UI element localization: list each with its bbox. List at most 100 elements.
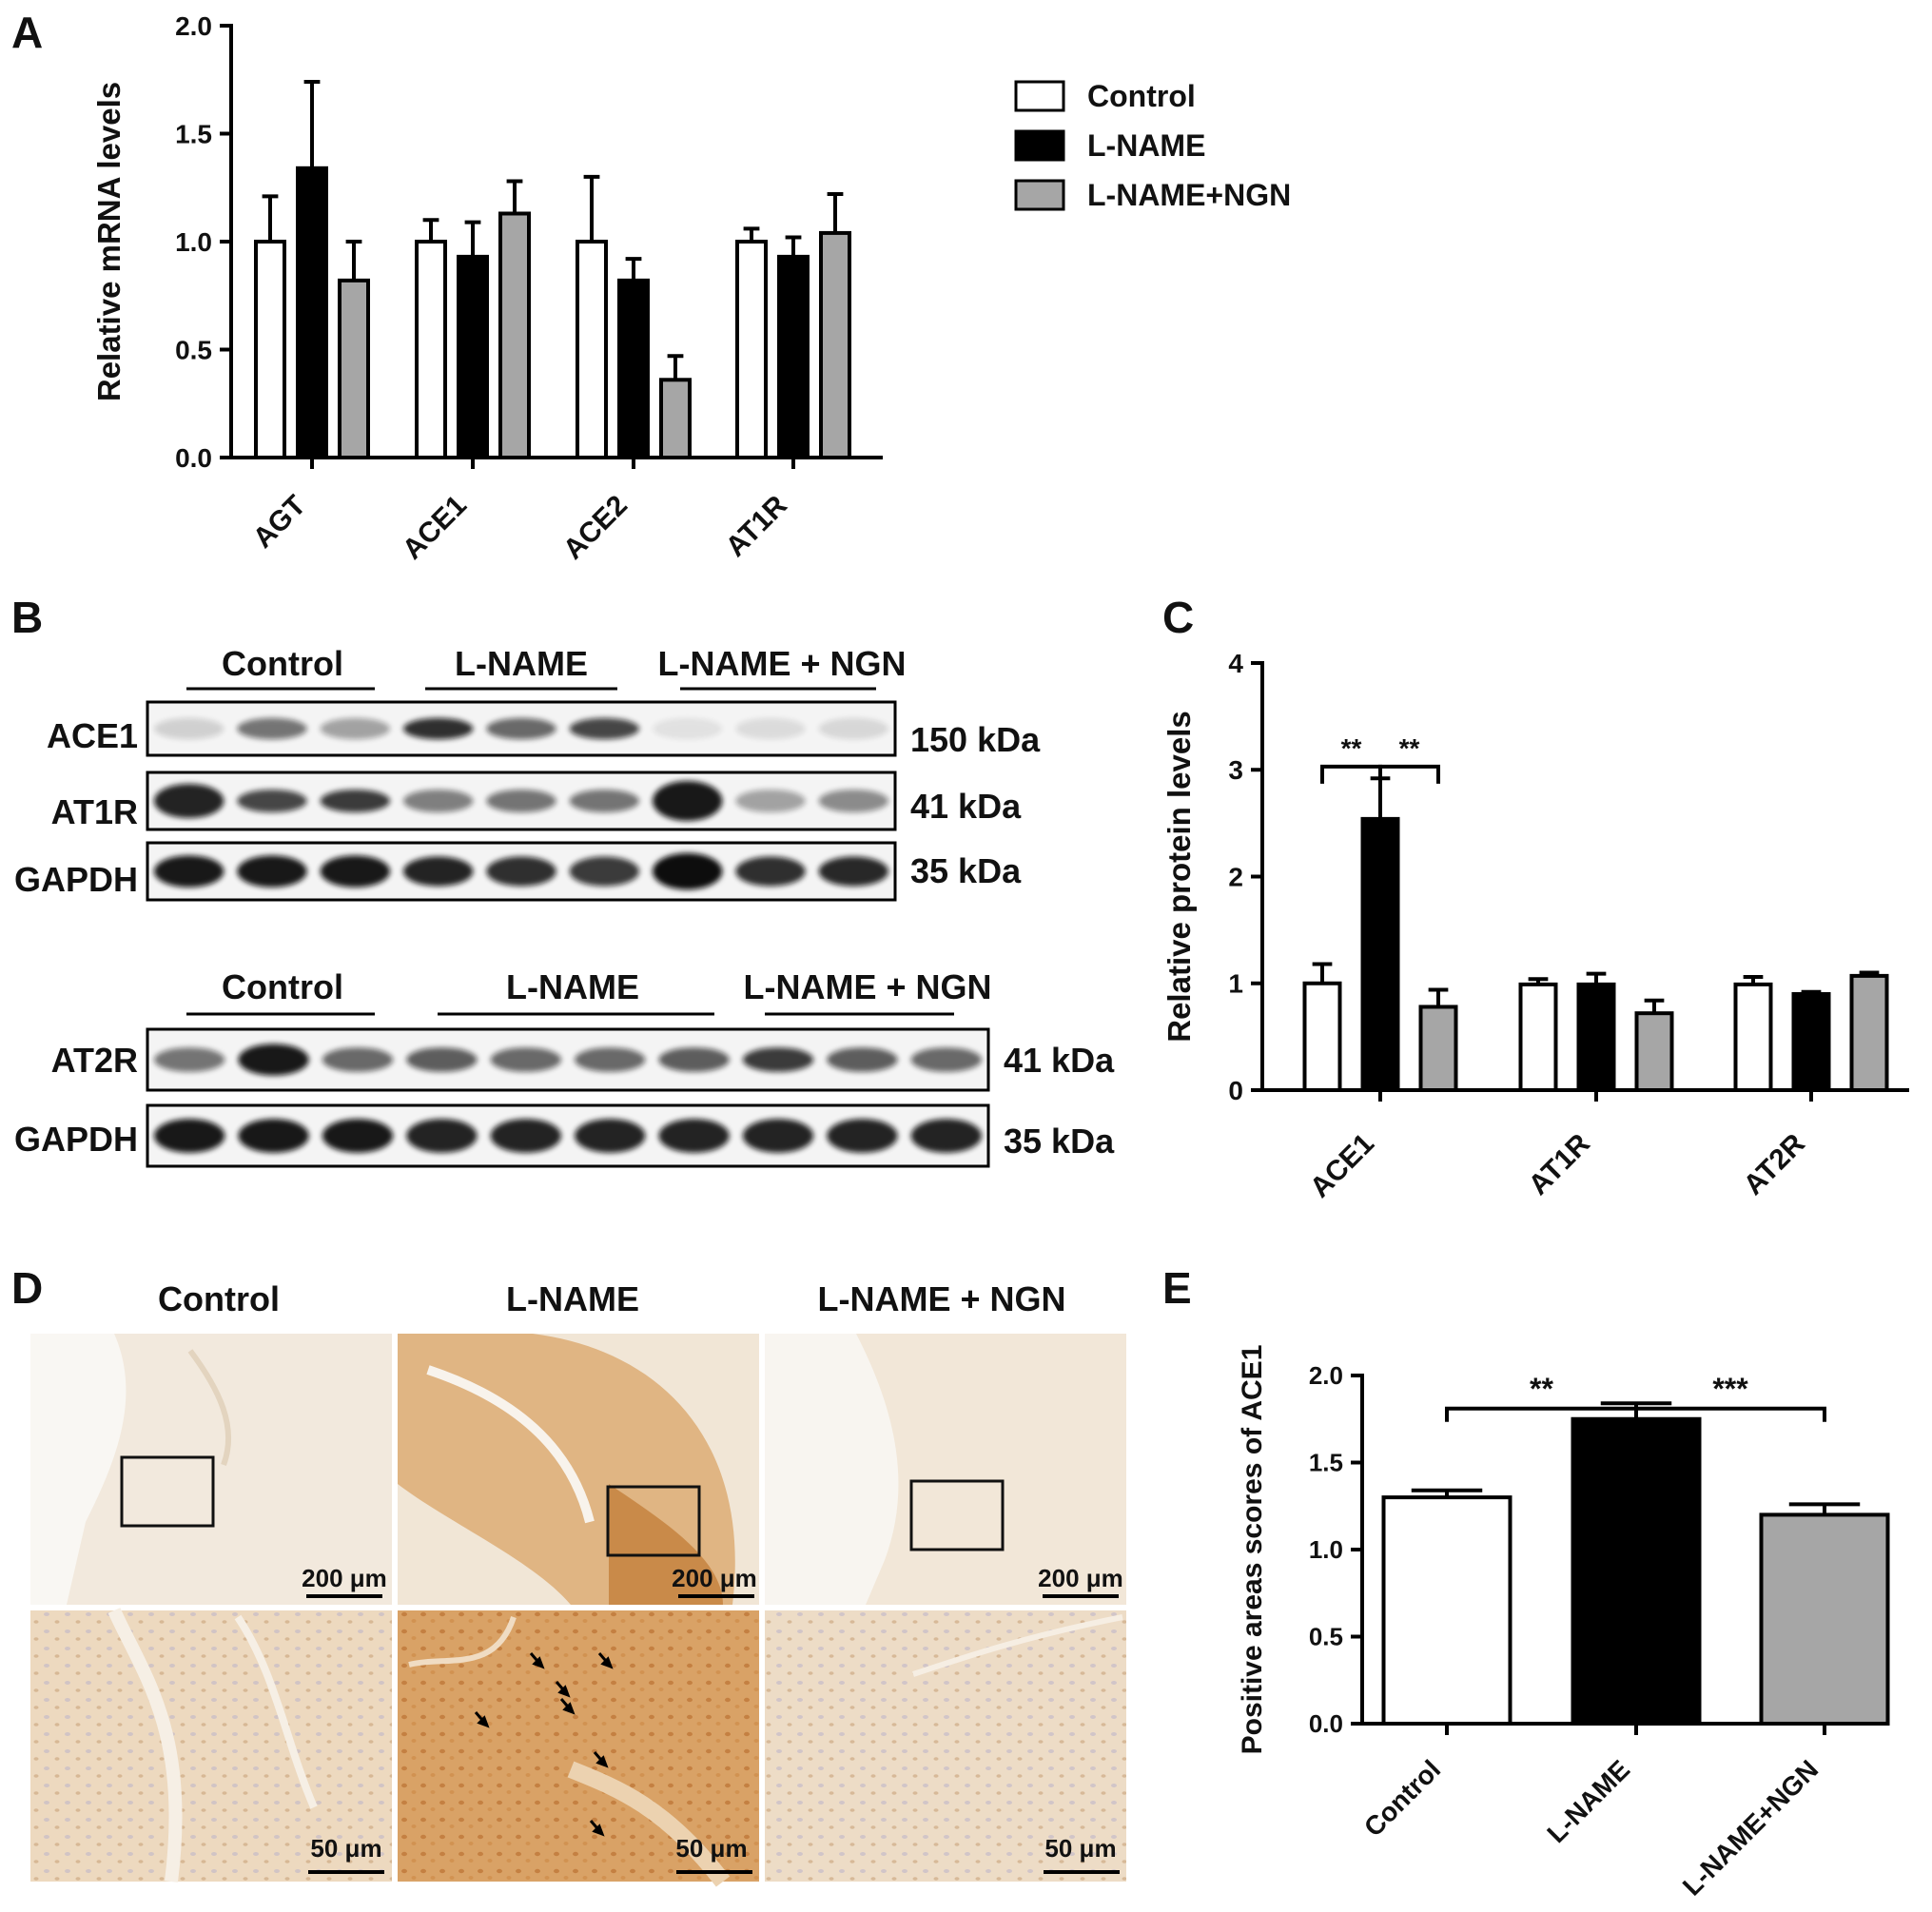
blot-at1r-band <box>486 790 556 812</box>
bar-e-l-name-ngn <box>1759 1512 1890 1727</box>
bar-c-ace1-l-name <box>1360 816 1400 1092</box>
blot-ace1-band <box>153 717 224 740</box>
blot-at2r-band <box>910 1047 982 1072</box>
blot-gapdh-band <box>153 855 224 888</box>
bar-e-control <box>1381 1495 1512 1726</box>
blot-at2r-band <box>742 1047 814 1072</box>
panel-letter-e: E <box>1162 1263 1192 1313</box>
scale-bar-50-lname: 50 μm <box>675 1834 747 1863</box>
histology-image-lname-ngn-low: 200 μm <box>765 1334 1126 1605</box>
x-tick-label-e-l-name-ngn: L-NAME+NGN <box>1677 1754 1824 1901</box>
blot-top-group-control: Control <box>222 644 343 683</box>
x-tick-label-a-agt: AGT <box>247 490 312 555</box>
blot-at2r-band <box>406 1047 478 1072</box>
blot-gapdh-band <box>569 856 640 887</box>
blot-gapdh-band <box>237 855 307 888</box>
legend-swatch-lname <box>1014 129 1065 162</box>
blot-row-label-gapdh-bottom: GAPDH <box>14 1120 138 1159</box>
blot-gapdh-bottom-band <box>658 1119 730 1153</box>
legend-swatch-lname-ngn <box>1014 179 1065 211</box>
panel-letter-c: C <box>1162 593 1194 642</box>
x-tick-label-c-at2r: AT2R <box>1738 1127 1811 1200</box>
bar-a-ace1-control <box>415 240 447 459</box>
blot-at1r-band <box>735 790 806 812</box>
scale-bar-200-lname-ngn: 200 μm <box>1038 1564 1123 1592</box>
bar-a-ace1-l-name-ngn <box>498 211 531 460</box>
scale-bar-50-control: 50 μm <box>310 1834 381 1863</box>
panel-letter-b: B <box>11 593 43 642</box>
blot-gapdh-bottom-band <box>490 1119 561 1153</box>
blot-bottom-strips <box>146 1027 990 1168</box>
histology-col-control: Control <box>158 1279 280 1318</box>
histology-image-control-high: 50 μm <box>30 1608 392 1883</box>
blot-at2r-band <box>658 1047 730 1072</box>
bar-c-at2r-l-name <box>1791 991 1831 1092</box>
legend-label-lname: L-NAME <box>1087 128 1205 163</box>
x-tick-label-e-l-name: L-NAME <box>1541 1754 1635 1848</box>
y-axis-label-a: Relative mRNA levels <box>91 82 127 401</box>
blot-gapdh-band <box>320 855 391 888</box>
chart-c-protein: 0 1 2 3 4 Relative protein levels ACE1 AT1R AT2R… <box>1161 649 1909 1204</box>
bar-c-at2r-control <box>1733 982 1773 1093</box>
panel-letter-d: D <box>11 1263 43 1313</box>
legend-swatch-control <box>1014 80 1065 112</box>
blot-at2r-band <box>322 1047 394 1072</box>
significance-bracket-e-1 <box>1634 1406 1826 1422</box>
western-blot-bottom: Control L-NAME L-NAME + NGN AT2R GAPDH 4… <box>14 967 1115 1168</box>
blot-top-strips <box>146 700 897 902</box>
blot-at2r-band <box>575 1047 646 1072</box>
significance-label-c-0: ** <box>1341 733 1362 763</box>
histology-image-control-low: 200 μm <box>30 1334 392 1605</box>
blot-gapdh-bottom-band <box>742 1119 814 1153</box>
bar-a-ace1-l-name <box>457 254 489 460</box>
histology-image-lname-high: 50 μm <box>398 1610 759 1887</box>
blot-ace1-band <box>818 717 889 740</box>
x-tick-label-c-ace1: ACE1 <box>1304 1128 1380 1204</box>
blot-row-kda-ace1: 150 kDa <box>910 720 1041 759</box>
histology-image-lname-low: 200 μm <box>398 1334 759 1605</box>
histology-panel: Control L-NAME L-NAME + NGN 200 μm 200 μ… <box>30 1279 1126 1887</box>
blot-gapdh-bottom-band <box>238 1119 309 1153</box>
bar-c-ace1-l-name-ngn <box>1418 1005 1458 1092</box>
bar-a-agt-l-name-ngn <box>338 278 370 459</box>
bar-a-at1r-control <box>735 240 768 459</box>
blot-gapdh-bottom-band <box>910 1119 982 1153</box>
y-tick-label-e: 2.0 <box>1309 1361 1343 1390</box>
x-tick-label-e-control: Control <box>1358 1754 1446 1842</box>
blot-bottom-group-control: Control <box>222 967 343 1006</box>
y-axis-label-c: Relative protein levels <box>1161 711 1197 1042</box>
y-axis-label-e: Positive areas scores of ACE1 <box>1237 1345 1268 1755</box>
blot-gapdh-band <box>735 856 806 887</box>
blot-gapdh-band <box>818 856 889 887</box>
significance-label-e-0: ** <box>1530 1372 1553 1406</box>
y-tick-label-c: 4 <box>1228 649 1243 678</box>
bar-a-at1r-l-name-ngn <box>819 230 851 459</box>
x-tick-label-a-at1r: AT1R <box>720 489 793 562</box>
blot-ace1-band <box>237 717 307 740</box>
y-tick-label-c: 1 <box>1228 969 1243 999</box>
bar-a-ace2-l-name <box>617 278 650 459</box>
blot-at2r-band <box>238 1044 309 1076</box>
blot-gapdh-band <box>486 856 556 887</box>
bar-a-at1r-l-name <box>777 254 810 460</box>
blot-bottom-group-lname: L-NAME <box>506 967 639 1006</box>
y-tick-label-e: 0.5 <box>1309 1623 1343 1651</box>
y-tick-label-a: 0.0 <box>175 443 212 473</box>
y-tick-label-e: 0.0 <box>1309 1709 1343 1738</box>
significance-label-e-1: *** <box>1712 1372 1748 1406</box>
bar-c-ace1-control <box>1302 981 1342 1092</box>
x-tick-label-a-ace1: ACE1 <box>397 490 473 566</box>
blot-row-label-gapdh: GAPDH <box>14 860 138 899</box>
bar-a-agt-l-name <box>296 166 328 459</box>
blot-at1r-band <box>153 784 224 818</box>
bar-c-at1r-l-name-ngn <box>1634 1011 1674 1093</box>
bar-c-at1r-l-name <box>1576 982 1616 1093</box>
blot-row-kda-at1r: 41 kDa <box>910 787 1022 826</box>
panel-letter-a: A <box>11 8 43 57</box>
histology-col-lname: L-NAME <box>506 1279 639 1318</box>
bar-c-at1r-control <box>1518 982 1558 1093</box>
blot-gapdh-bottom-band <box>154 1119 225 1153</box>
blot-ace1-band <box>402 717 474 740</box>
blot-row-kda-gapdh-bottom: 35 kDa <box>1004 1122 1115 1161</box>
